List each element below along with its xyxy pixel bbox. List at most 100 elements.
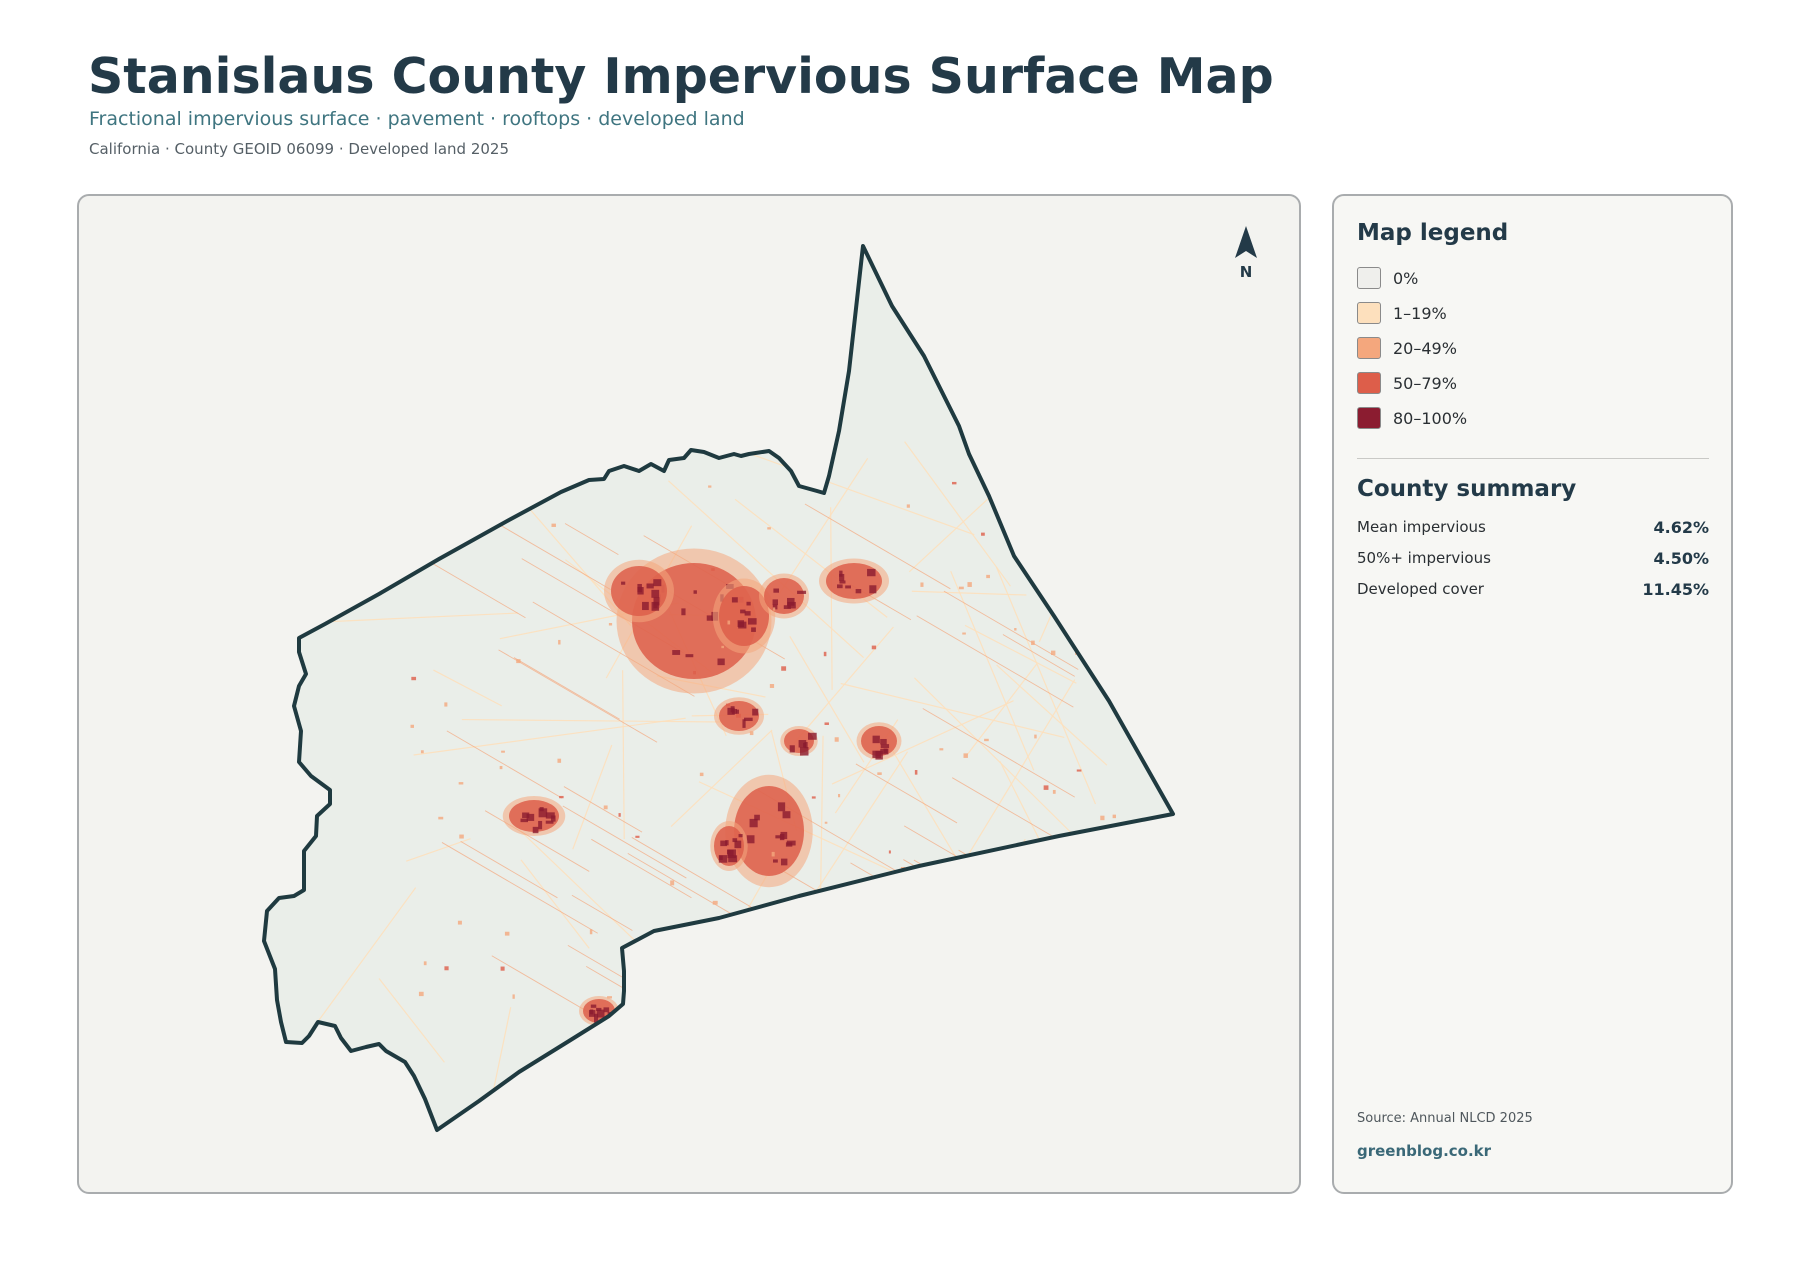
developed-speck <box>929 909 933 913</box>
road-line <box>850 862 971 934</box>
map-panel[interactable]: N <box>77 194 1301 1194</box>
urban-core <box>693 590 697 594</box>
legend-label: 20–49% <box>1393 338 1457 358</box>
developed-speck <box>589 929 593 935</box>
developed-speck <box>769 684 775 688</box>
road-line <box>513 657 620 720</box>
urban-core <box>734 840 742 849</box>
urban-core <box>798 740 807 748</box>
developed-speck <box>699 772 704 777</box>
road-line <box>889 952 1008 976</box>
developed-speck <box>906 996 912 1002</box>
developed-speck <box>920 582 924 587</box>
legend-item-3: 50–79% <box>1357 371 1457 395</box>
developed-speck <box>444 702 448 707</box>
legend-swatch <box>1357 372 1381 394</box>
developed-speck <box>712 900 718 905</box>
urban-core <box>789 745 795 753</box>
legend-item-0: 0% <box>1357 266 1418 290</box>
road-line <box>727 445 975 536</box>
developed-speck <box>1043 785 1049 790</box>
summary-value: 4.50% <box>1653 549 1709 568</box>
road-line <box>903 859 1061 952</box>
urban-core <box>744 717 753 722</box>
map-canvas[interactable]: N <box>79 196 1301 1194</box>
road-line <box>435 490 496 508</box>
site-link[interactable]: greenblog.co.kr <box>1357 1142 1492 1160</box>
urban-core <box>532 826 539 834</box>
developed-speck <box>423 961 427 966</box>
developed-speck <box>838 793 841 798</box>
urban-core <box>839 573 845 581</box>
road-line <box>498 649 658 743</box>
road-line <box>413 717 686 756</box>
developed-speck <box>558 639 561 645</box>
developed-speck <box>871 645 877 650</box>
road-line <box>943 590 1079 670</box>
developed-speck <box>962 632 966 635</box>
urban-core <box>772 859 778 863</box>
developed-speck <box>830 943 833 947</box>
developed-speck <box>516 659 521 664</box>
developed-speck <box>636 434 640 438</box>
summary-row-mean: Mean impervious 4.62% <box>1357 518 1709 537</box>
developed-speck <box>500 966 505 971</box>
north-arrow-icon <box>1235 226 1257 258</box>
summary-label: Developed cover <box>1357 580 1484 598</box>
summary-row-high: 50%+ impervious 4.50% <box>1357 549 1709 568</box>
urban-core <box>732 838 738 843</box>
developed-speck <box>551 523 556 527</box>
urban-core <box>653 579 662 587</box>
urban-core <box>797 590 807 594</box>
developed-speck <box>670 938 675 943</box>
road-line <box>1024 909 1173 977</box>
developed-speck <box>721 645 724 649</box>
developed-speck <box>670 880 675 886</box>
urban-core <box>545 812 555 819</box>
developed-speck <box>635 835 640 838</box>
road-line <box>944 1010 1173 1130</box>
source-note: Source: Annual NLCD 2025 <box>1357 1111 1533 1126</box>
developed-speck <box>459 834 464 839</box>
urban-core <box>754 814 760 821</box>
urban-core <box>726 849 731 855</box>
developed-speck <box>499 765 503 770</box>
road-line <box>789 636 865 763</box>
developed-speck <box>438 816 444 820</box>
legend-swatch <box>1357 407 1381 429</box>
legend-label: 80–100% <box>1393 408 1468 428</box>
urban-core <box>681 608 686 616</box>
road-line <box>830 507 833 690</box>
urban-core <box>738 834 743 838</box>
road-line <box>753 974 956 1035</box>
urban-core <box>747 618 757 625</box>
summary-label: Mean impervious <box>1357 518 1486 536</box>
developed-speck <box>824 821 828 824</box>
developed-speck <box>1090 511 1094 516</box>
urban-core <box>651 589 660 598</box>
road-line <box>441 842 598 934</box>
developed-speck <box>705 433 709 437</box>
road-line <box>1001 889 1076 933</box>
urban-core <box>526 813 535 821</box>
urban-core <box>731 597 738 603</box>
summary-value: 11.45% <box>1642 580 1709 599</box>
developed-speck <box>1055 919 1059 925</box>
developed-speck <box>411 676 417 681</box>
urban-core <box>727 849 736 859</box>
developed-speck <box>958 586 964 590</box>
urban-core <box>596 1009 605 1018</box>
urban-core <box>800 747 809 756</box>
urban-core <box>839 570 843 577</box>
road-line <box>831 700 1014 785</box>
road-line <box>520 859 590 949</box>
summary-label: 50%+ impervious <box>1357 549 1491 567</box>
road-line <box>572 744 613 850</box>
road-line <box>958 849 1096 931</box>
urban-core <box>804 742 808 749</box>
urban-core <box>872 750 881 758</box>
page-title: Stanislaus County Impervious Surface Map <box>88 48 1274 105</box>
road-line <box>855 763 958 824</box>
legend-title: Map legend <box>1357 220 1509 246</box>
road-line <box>913 677 1072 833</box>
